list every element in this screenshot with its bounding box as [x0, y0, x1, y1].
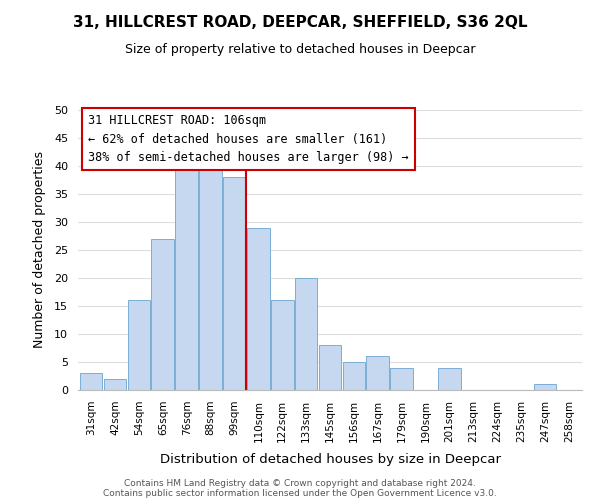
Text: Size of property relative to detached houses in Deepcar: Size of property relative to detached ho…	[125, 42, 475, 56]
Bar	[533, 384, 556, 390]
Bar	[175, 166, 198, 390]
Bar	[104, 379, 127, 390]
Text: 31, HILLCREST ROAD, DEEPCAR, SHEFFIELD, S36 2QL: 31, HILLCREST ROAD, DEEPCAR, SHEFFIELD, …	[73, 15, 527, 30]
Bar	[295, 278, 317, 390]
Bar	[391, 368, 413, 390]
Text: Contains HM Land Registry data © Crown copyright and database right 2024.: Contains HM Land Registry data © Crown c…	[124, 478, 476, 488]
Bar	[247, 228, 269, 390]
Bar	[151, 239, 174, 390]
X-axis label: Distribution of detached houses by size in Deepcar: Distribution of detached houses by size …	[160, 453, 500, 466]
Bar	[367, 356, 389, 390]
Y-axis label: Number of detached properties: Number of detached properties	[33, 152, 46, 348]
Bar	[80, 373, 103, 390]
Bar	[343, 362, 365, 390]
Bar	[438, 368, 461, 390]
Bar	[128, 300, 150, 390]
Bar	[271, 300, 293, 390]
Text: Contains public sector information licensed under the Open Government Licence v3: Contains public sector information licen…	[103, 489, 497, 498]
Bar	[199, 160, 222, 390]
Text: 31 HILLCREST ROAD: 106sqm
← 62% of detached houses are smaller (161)
38% of semi: 31 HILLCREST ROAD: 106sqm ← 62% of detac…	[88, 114, 409, 164]
Bar	[223, 177, 246, 390]
Bar	[319, 345, 341, 390]
